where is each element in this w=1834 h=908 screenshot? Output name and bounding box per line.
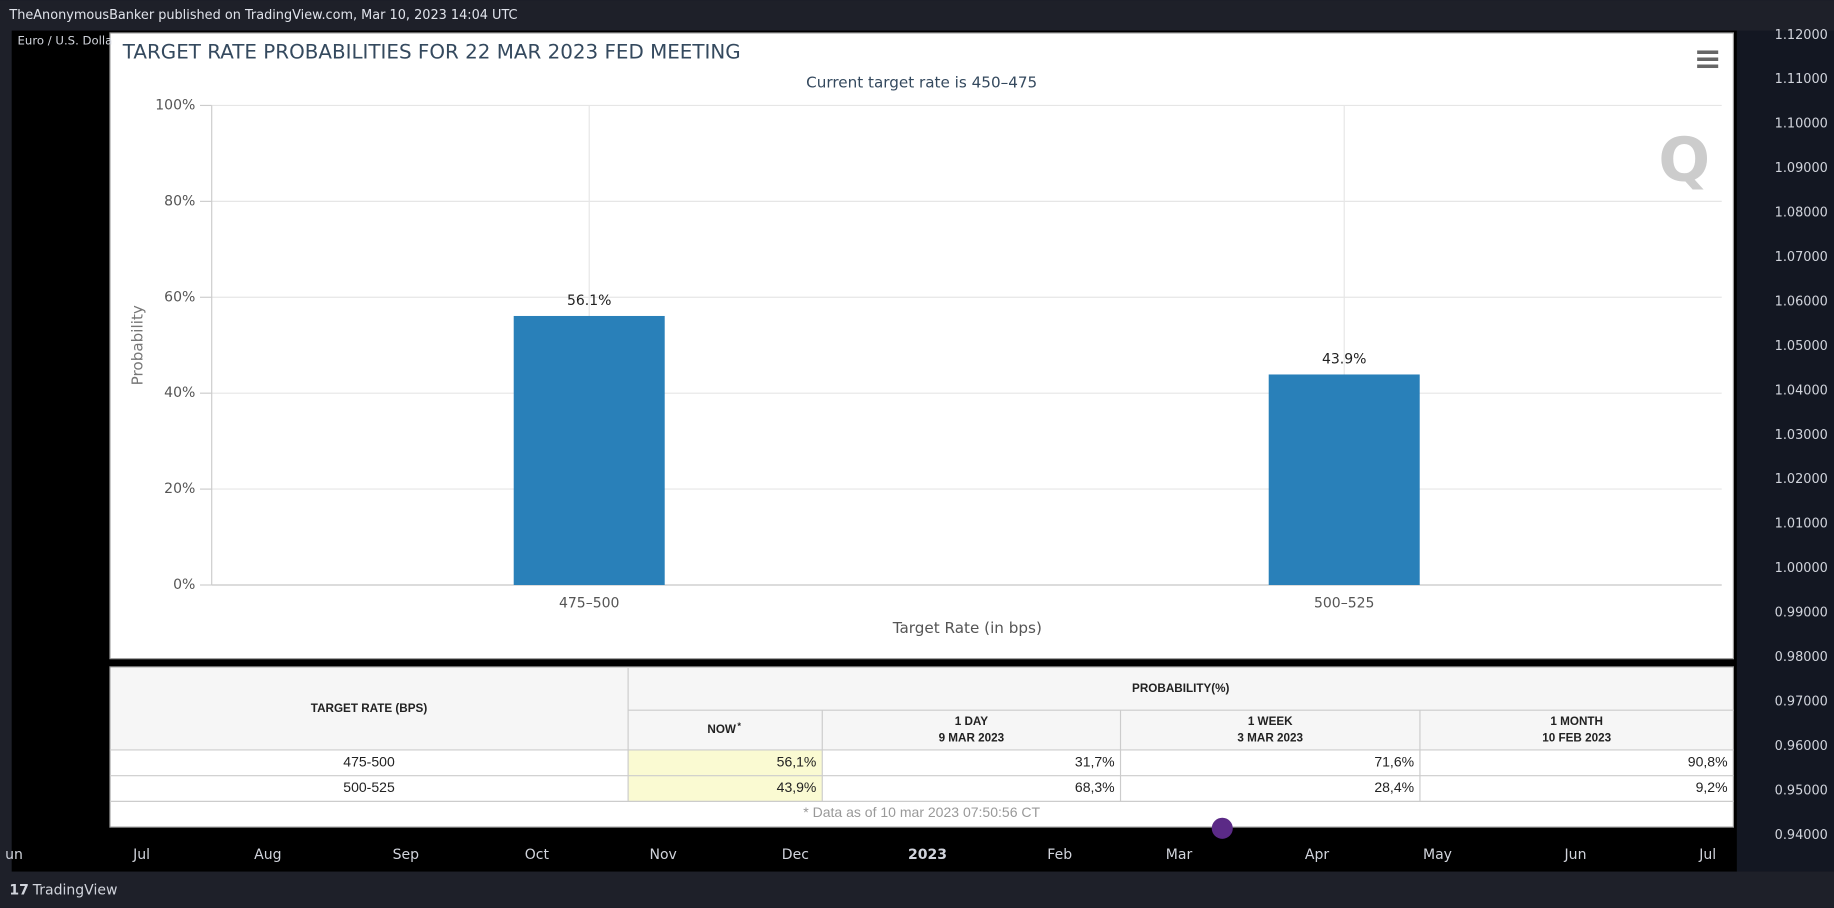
x-axis-label: Target Rate (in bps) <box>892 619 1042 637</box>
price-label: 1.11000 <box>1775 72 1828 87</box>
price-label: 0.95000 <box>1775 783 1828 798</box>
column-header: 1 DAY <box>955 715 989 728</box>
y-tick-label: 20% <box>164 481 195 497</box>
price-axis-bg <box>1736 30 1834 872</box>
chart-title: TARGET RATE PROBABILITIES FOR 22 MAR 202… <box>122 40 741 63</box>
y-tick-label: 60% <box>164 289 195 305</box>
time-label: Jul <box>1698 847 1716 863</box>
price-label: 1.09000 <box>1775 161 1828 176</box>
price-label: 1.10000 <box>1775 117 1828 132</box>
menu-bar <box>1697 50 1719 54</box>
price-label: 1.04000 <box>1775 383 1828 398</box>
bar <box>513 315 665 585</box>
data-label: 56.1% <box>567 293 612 309</box>
group-header: PROBABILITY(%) <box>1132 682 1230 695</box>
cell: 43,9% <box>777 779 817 795</box>
time-label: Oct <box>525 847 550 863</box>
cell: 9,2% <box>1696 779 1728 795</box>
price-label: 1.05000 <box>1775 339 1828 354</box>
time-label: Aug <box>254 847 281 863</box>
time-label: Sep <box>393 847 420 863</box>
price-label: 0.94000 <box>1775 828 1828 843</box>
y-axis-label: Probability <box>129 305 147 385</box>
time-label: May <box>1423 847 1452 863</box>
price-label: 1.02000 <box>1775 472 1828 487</box>
y-tick-label: 80% <box>164 193 195 209</box>
column-date: 9 MAR 2023 <box>939 731 1005 744</box>
price-label: 1.06000 <box>1775 294 1828 309</box>
time-label: Feb <box>1047 847 1072 863</box>
column-header: 1 WEEK <box>1248 715 1293 728</box>
price-label: 0.99000 <box>1775 606 1828 621</box>
cell: 28,4% <box>1374 779 1414 795</box>
price-label: 0.98000 <box>1775 650 1828 665</box>
logo: 17 <box>9 882 29 898</box>
header-bg <box>111 668 1733 750</box>
menu-bar <box>1697 64 1719 69</box>
publish-header: TheAnonymousBanker published on TradingV… <box>8 8 517 23</box>
time-label: Dec <box>782 847 809 863</box>
chart-subtitle: Current target rate is 450–475 <box>806 74 1037 92</box>
price-label: 1.07000 <box>1775 250 1828 265</box>
time-label: Nov <box>650 847 677 863</box>
watermark: Q <box>1658 126 1710 196</box>
chart-panel <box>109 32 1734 660</box>
price-label: 0.96000 <box>1775 739 1828 754</box>
cell: 475-500 <box>343 753 395 769</box>
column-date: 10 FEB 2023 <box>1542 731 1611 744</box>
symbol: Euro / U.S. Dolla <box>18 34 113 48</box>
badge <box>1211 817 1233 839</box>
footer: TradingView <box>32 882 118 898</box>
data-label: 43.9% <box>1322 351 1367 367</box>
time-label: Jun <box>1564 847 1587 863</box>
time-label: Jul <box>132 847 150 863</box>
price-label: 1.08000 <box>1775 206 1828 221</box>
y-tick-label: 0% <box>173 577 195 593</box>
time-label: Mar <box>1166 847 1193 863</box>
y-tick-label: 40% <box>164 385 195 401</box>
y-tick-label: 100% <box>155 97 195 113</box>
column-note: * <box>737 721 741 731</box>
column-header: NOW <box>707 723 737 736</box>
cell: 90,8% <box>1688 753 1728 769</box>
price-label: 0.97000 <box>1775 694 1828 709</box>
time-label: 2023 <box>908 847 947 863</box>
time-label: Apr <box>1305 847 1329 863</box>
cell: 68,3% <box>1075 779 1115 795</box>
cell: 71,6% <box>1374 753 1414 769</box>
price-label: 1.03000 <box>1775 428 1828 443</box>
row-header: TARGET RATE (BPS) <box>311 702 428 715</box>
cell: 31,7% <box>1075 753 1115 769</box>
price-label: 1.12000 <box>1775 28 1828 43</box>
price-label: 1.00000 <box>1775 561 1828 576</box>
price-label: 1.01000 <box>1775 517 1828 532</box>
cell: 500-525 <box>343 779 395 795</box>
x-tick-label: 500–525 <box>1314 596 1375 612</box>
footnote: * Data as of 10 mar 2023 07:50:56 CT <box>803 804 1040 820</box>
x-tick-label: 475–500 <box>559 596 620 612</box>
time-label: un <box>5 847 23 863</box>
column-date: 3 MAR 2023 <box>1237 731 1303 744</box>
menu-icon[interactable] <box>1697 50 1719 69</box>
column-header: 1 MONTH <box>1550 715 1603 728</box>
menu-bar <box>1697 57 1719 61</box>
cell: 56,1% <box>777 753 817 769</box>
bar <box>1268 374 1420 585</box>
